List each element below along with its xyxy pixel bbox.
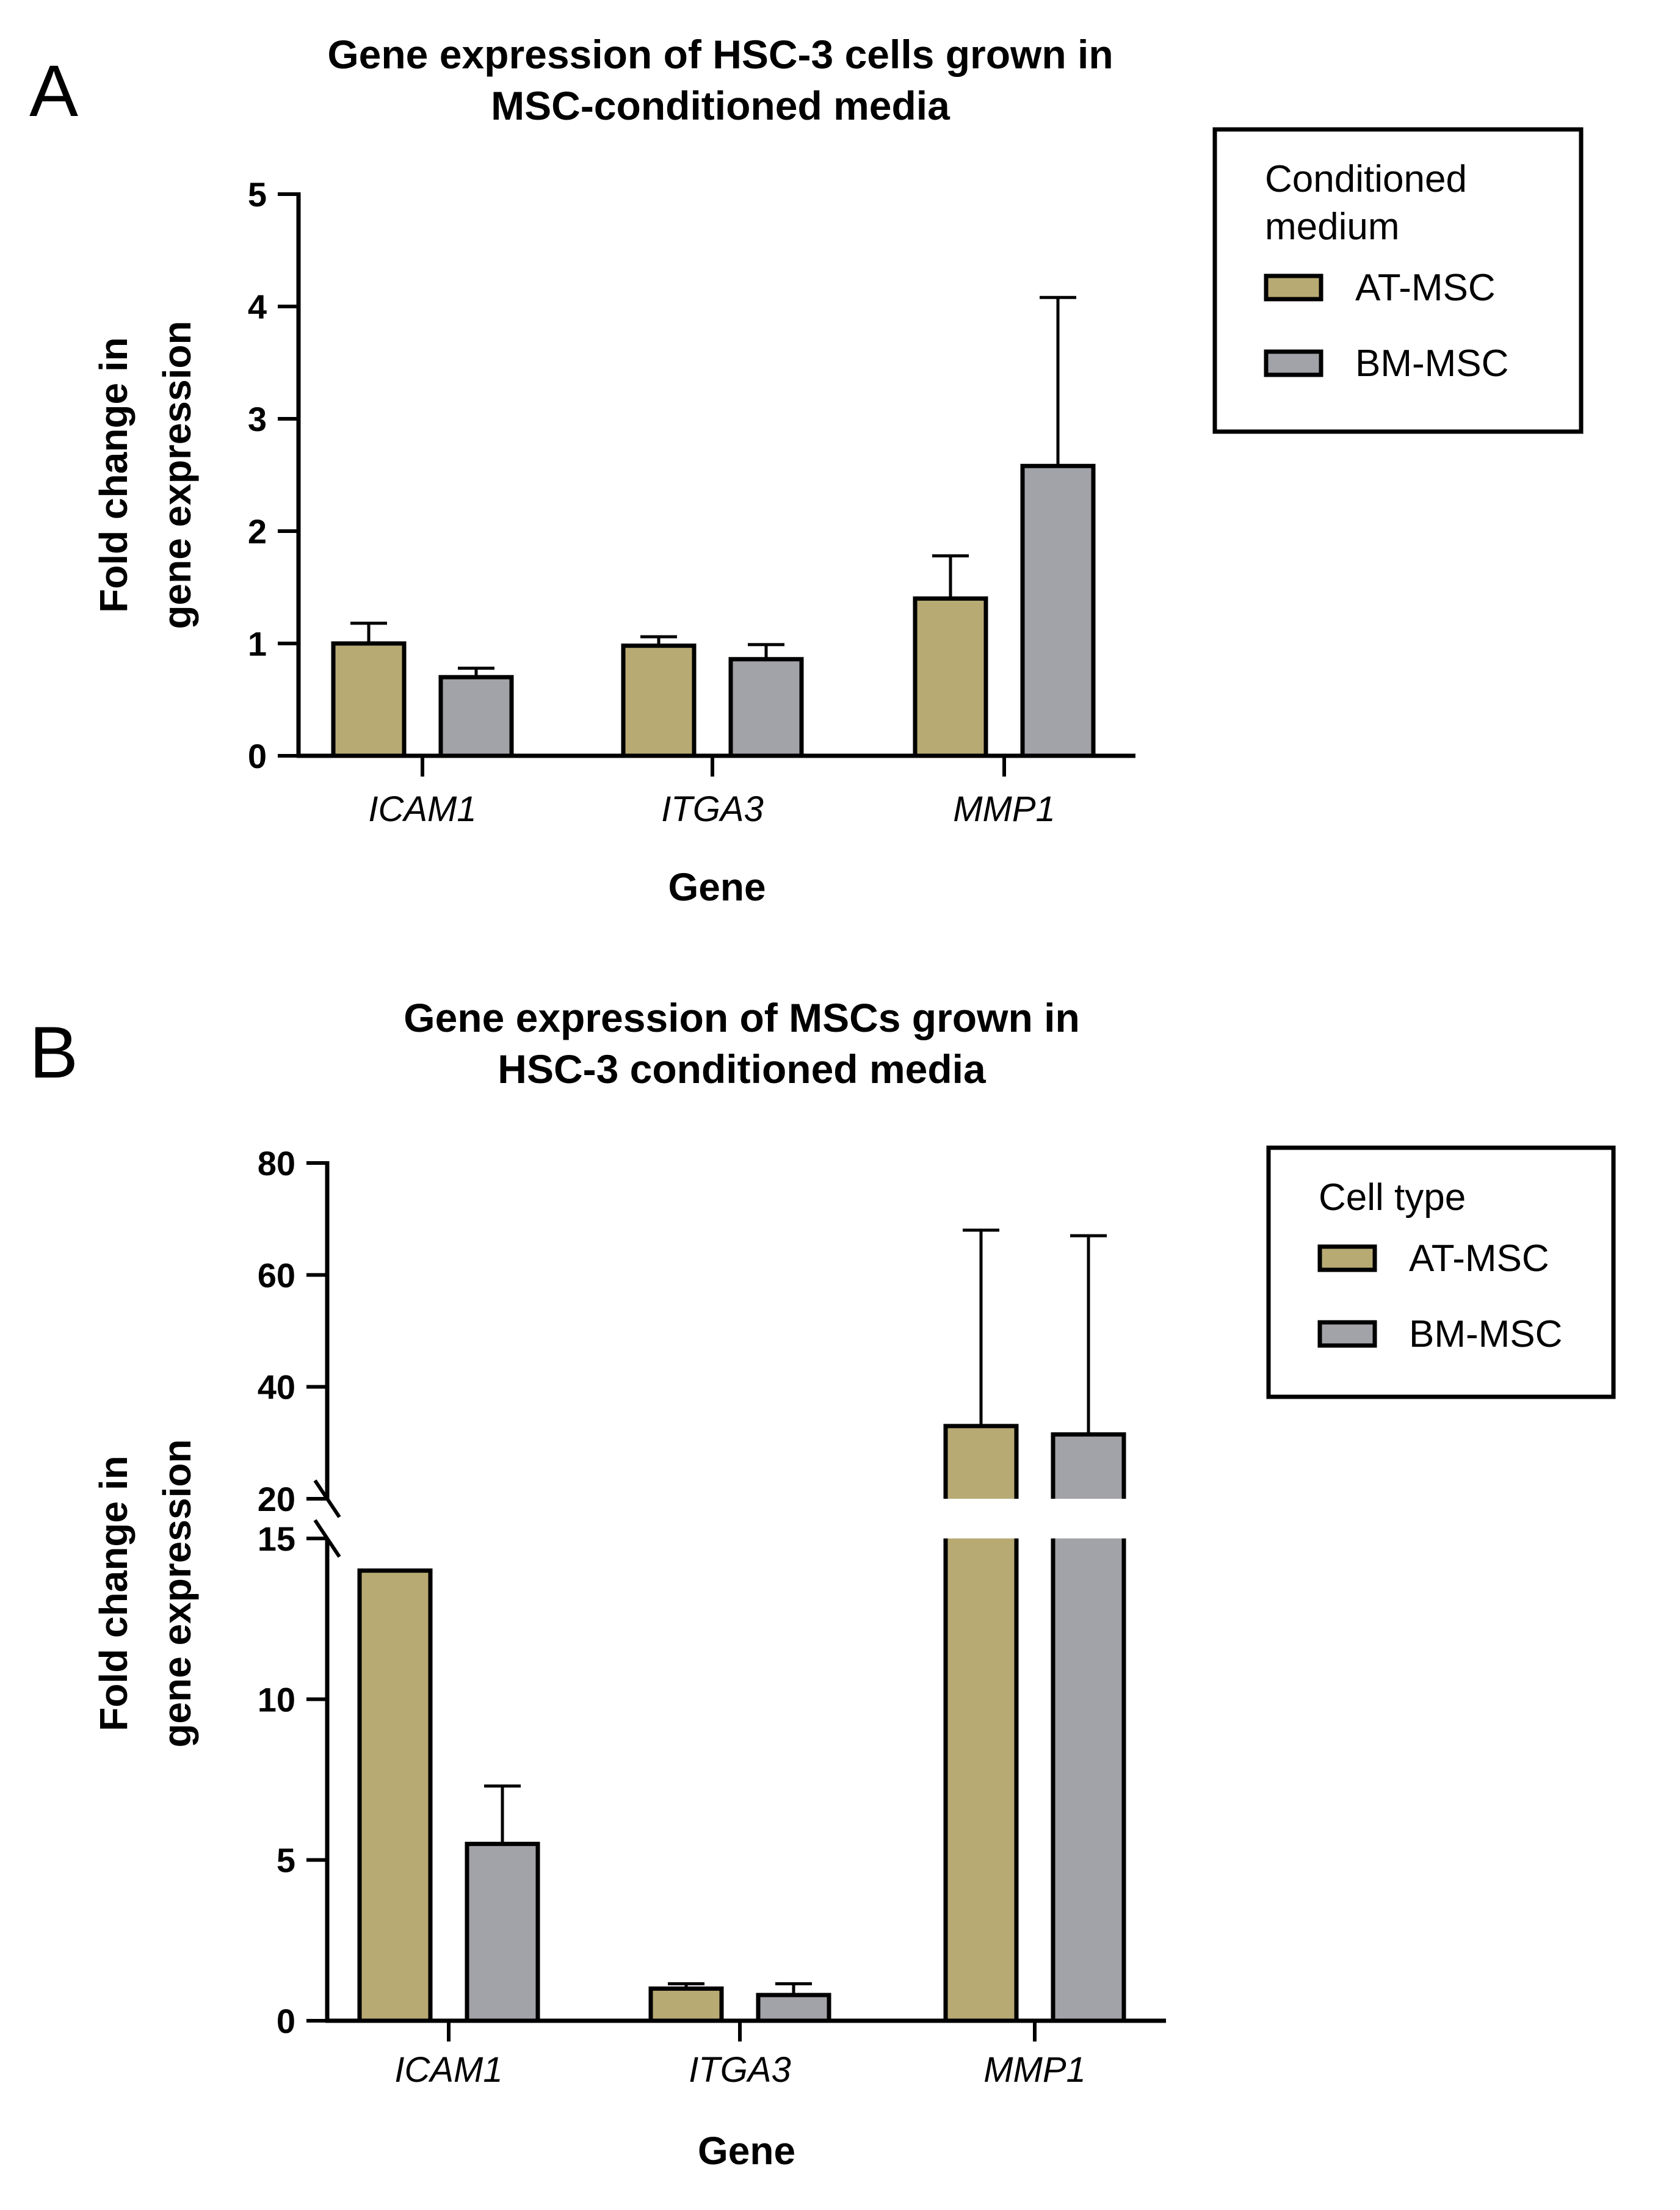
x-tick-label: ICAM1 bbox=[394, 2050, 502, 2090]
legend-box bbox=[1266, 1145, 1616, 1399]
chart-title: Gene expression of MSCs grown in bbox=[404, 995, 1080, 1040]
y-tick-label: 0 bbox=[277, 2002, 295, 2040]
chart-title: MSC-conditioned media bbox=[491, 83, 950, 128]
bar-bm-msc bbox=[1020, 463, 1096, 758]
y-tick-label: 40 bbox=[258, 1368, 295, 1407]
y-axis-label: gene expression bbox=[155, 321, 199, 629]
chart-title: HSC-3 conditioned media bbox=[498, 1046, 987, 1092]
bar-at-msc bbox=[946, 1538, 1016, 2021]
y-axis-label: gene expression bbox=[155, 1439, 199, 1747]
y-tick-label: 60 bbox=[258, 1256, 295, 1294]
legend-title: medium bbox=[1265, 206, 1400, 248]
y-axis-label: Fold change in bbox=[92, 337, 136, 613]
bar-at-msc bbox=[648, 1986, 724, 2023]
panel-letter: B bbox=[29, 1012, 78, 1093]
y-tick-label: 80 bbox=[258, 1144, 295, 1183]
bar-bm-msc-outline bbox=[1051, 1432, 1126, 1499]
bar-at-msc bbox=[331, 641, 407, 758]
y-tick-label: 4 bbox=[248, 288, 267, 326]
bar-bm-msc bbox=[1053, 1434, 1124, 1499]
bar-bm-msc bbox=[465, 1841, 540, 2023]
bar-bm-msc bbox=[438, 675, 514, 758]
x-axis-label: Gene bbox=[698, 2129, 795, 2173]
y-tick-label: 10 bbox=[258, 1680, 295, 1719]
legend-label: BM-MSC bbox=[1409, 1313, 1562, 1355]
legend-title: Conditioned bbox=[1265, 158, 1467, 200]
legend-swatch-at-msc bbox=[1317, 1244, 1377, 1272]
y-tick-label: 3 bbox=[248, 400, 267, 438]
y-tick-label: 0 bbox=[248, 737, 267, 775]
legend-title: Cell type bbox=[1319, 1176, 1466, 1219]
bar-at-msc bbox=[946, 1426, 1016, 1499]
x-axis-label: Gene bbox=[668, 865, 766, 909]
legend-label: AT-MSC bbox=[1355, 267, 1496, 309]
bar-at-msc bbox=[621, 643, 697, 758]
y-tick-label: 2 bbox=[248, 512, 267, 551]
x-tick-label: ITGA3 bbox=[661, 789, 764, 829]
y-tick-label: 5 bbox=[277, 1841, 295, 1880]
y-tick-label: 1 bbox=[248, 625, 267, 663]
bar-at-msc-outline bbox=[943, 1424, 1019, 1499]
x-tick-label: MMP1 bbox=[983, 2050, 1086, 2090]
legend-swatch-bm-msc bbox=[1264, 349, 1323, 377]
x-tick-label: MMP1 bbox=[953, 789, 1055, 829]
y-axis-label: Fold change in bbox=[92, 1455, 136, 1731]
legend-swatch-at-msc bbox=[1264, 274, 1323, 302]
y-tick-label: 20 bbox=[258, 1480, 295, 1518]
bar-bm-msc bbox=[1053, 1538, 1124, 2021]
bar-at-msc bbox=[913, 596, 988, 758]
legend-label: BM-MSC bbox=[1355, 342, 1508, 385]
panel-letter: A bbox=[29, 50, 78, 132]
y-tick-label: 5 bbox=[248, 175, 267, 214]
x-tick-label: ITGA3 bbox=[689, 2050, 791, 2090]
legend-swatch-bm-msc bbox=[1317, 1320, 1377, 1348]
bar-at-msc bbox=[357, 1568, 433, 2023]
legend-label: AT-MSC bbox=[1409, 1237, 1549, 1280]
x-tick-label: ICAM1 bbox=[368, 789, 476, 829]
bar-bm-msc bbox=[728, 657, 804, 758]
legend: Conditioned medium AT-MSC BM-MSC bbox=[1212, 127, 1584, 434]
bar-bm-msc bbox=[756, 1993, 831, 2023]
y-tick-label: 15 bbox=[258, 1520, 295, 1558]
legend: Cell type AT-MSC BM-MSC bbox=[1266, 1145, 1616, 1399]
chart-title: Gene expression of HSC-3 cells grown in bbox=[327, 32, 1113, 77]
